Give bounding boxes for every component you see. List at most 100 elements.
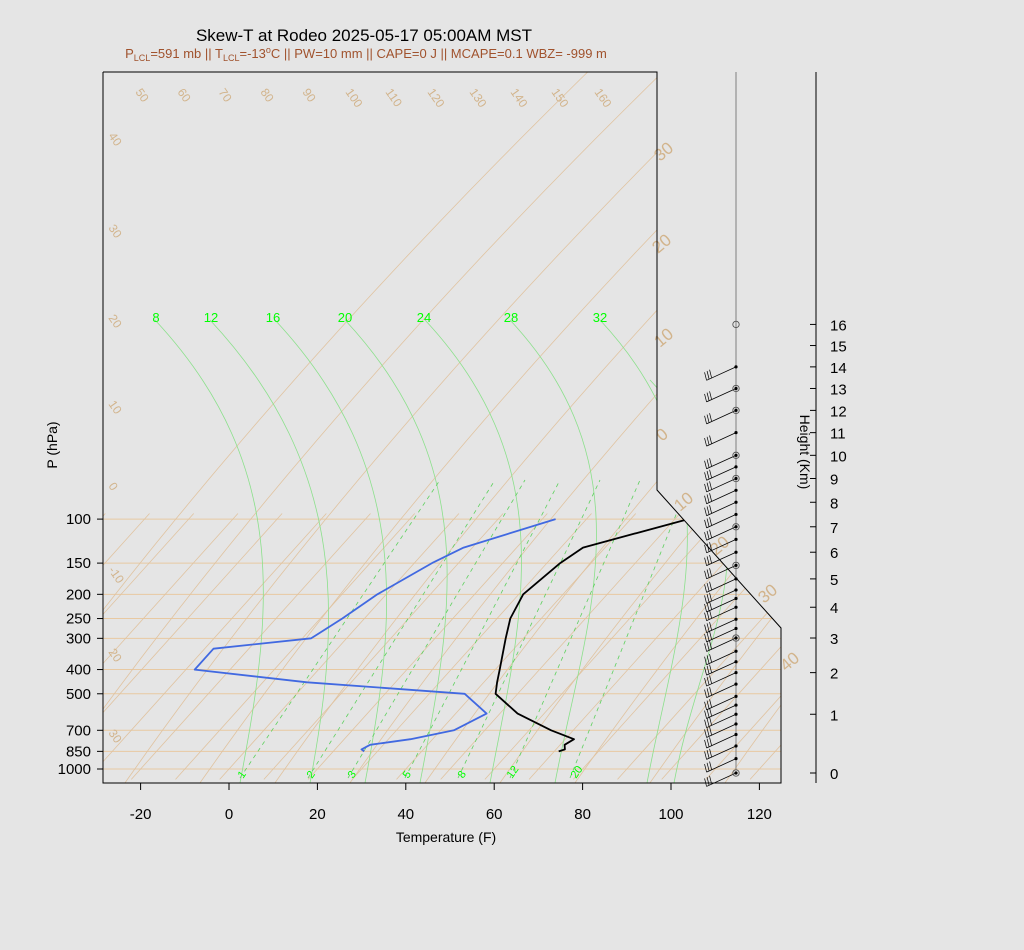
wind-barb-feather	[704, 595, 707, 604]
moist-adiabat-line	[424, 319, 522, 783]
wind-barb-feather	[704, 460, 707, 469]
wind-barb-feather	[709, 654, 712, 663]
wind-calm-circle	[732, 474, 740, 483]
mixing-ratio-label: 12	[204, 310, 218, 325]
mixing-ratio-label: 12	[505, 764, 522, 781]
wind-calm-circle	[732, 320, 740, 329]
sounding-traces	[193, 518, 689, 753]
wind-barb-feather	[709, 505, 712, 514]
dry-adiabat-line	[644, 72, 781, 783]
wind-calm-circle	[732, 561, 740, 570]
mixing-ratio-line	[569, 479, 691, 779]
subtitle-plcl-prefix: P	[125, 46, 134, 61]
p-tick-label: 200	[66, 586, 91, 603]
wind-barb-feather	[704, 656, 707, 665]
moist-adiabat-line	[154, 319, 264, 783]
dry-adiabat-line	[870, 60, 1024, 790]
wind-barb-feather	[706, 762, 710, 771]
mixing-ratio-line	[239, 479, 441, 779]
wind-barb-feather	[704, 532, 707, 541]
wind-barb-feather	[706, 632, 710, 641]
wind-barb-feather	[704, 557, 707, 566]
wind-barb-feather	[704, 393, 707, 403]
wind-barb-feather	[706, 642, 710, 651]
wind-barb-feather	[704, 701, 707, 710]
wind-barb-feather	[709, 748, 712, 757]
wind-barb-feather	[704, 729, 707, 738]
wind-barb-feather	[706, 676, 710, 685]
wind-barb-feather	[706, 750, 710, 759]
wind-barb-feather	[706, 728, 710, 737]
wind-barb-feather	[709, 737, 712, 746]
isotherm-line	[440, 513, 681, 780]
moist-adiabat-line	[209, 319, 329, 783]
wind-barb-feather	[706, 494, 710, 503]
mixing-ratio-label: 32	[593, 310, 607, 325]
wind-barb	[706, 606, 737, 622]
dewpoint-trace	[193, 518, 556, 753]
isotherm-line	[103, 513, 239, 780]
wind-barb-feather	[704, 739, 707, 749]
isotherm-line	[0, 514, 17, 780]
plot-area	[103, 72, 781, 783]
wind-barb	[706, 514, 737, 529]
wind-barb	[706, 410, 737, 425]
wind-barb-feather	[709, 592, 712, 601]
wind-barb-feather	[704, 372, 707, 381]
wind-barb-feather	[706, 688, 710, 697]
x-tick-label: 40	[397, 806, 414, 823]
wind-barb	[706, 432, 737, 447]
wind-barb-feather	[709, 391, 712, 400]
wind-barb-feather	[709, 493, 712, 502]
height-tick-label: 8	[830, 495, 838, 512]
subtitle-tlcl-prefix: T	[215, 46, 223, 61]
mixing-ratio-label: 28	[504, 310, 518, 325]
title-block: Skew-T at Rodeo 2025-05-17 05:00AM MST P…	[125, 26, 607, 63]
wind-barb-feather	[704, 710, 707, 719]
wind-calm-circle	[732, 384, 740, 393]
wind-barb-feather	[706, 777, 710, 786]
isotherm-line	[351, 513, 592, 780]
x-tick-label: 80	[574, 806, 591, 823]
wind-barb-feather	[709, 458, 712, 467]
wind-barb-feather	[706, 370, 710, 380]
isotherm-line	[484, 513, 725, 780]
isotherm-line	[927, 514, 1024, 780]
wind-barb-feather	[706, 470, 710, 480]
wind-barb-feather	[704, 667, 707, 676]
wind-barb	[706, 758, 737, 773]
x-tick-label: 0	[225, 806, 233, 823]
isotherm-line	[794, 514, 1024, 780]
subtitle-degree: o	[266, 45, 271, 55]
isotherm-line	[103, 513, 283, 780]
wind-calm-circle	[732, 406, 740, 415]
subtitle-tlcl-value: =-13	[239, 46, 265, 61]
wind-barb	[706, 478, 737, 493]
wind-barb-feather	[704, 483, 707, 493]
dry-adiabat-line	[119, 72, 751, 783]
wind-barb-feather	[706, 530, 710, 539]
mixing-ratio-label: 2	[305, 769, 318, 781]
isotherm-line	[175, 513, 416, 780]
wind-barb-feather	[704, 633, 707, 642]
moist-adiabat-line	[274, 319, 388, 783]
wind-barb	[706, 745, 737, 760]
wind-barb-feather	[709, 542, 712, 551]
x-tick-label: 100	[658, 806, 683, 823]
wind-barb-feather	[704, 519, 707, 528]
wind-barb-feather	[709, 726, 712, 735]
wind-barb	[706, 650, 737, 666]
chart-subtitle: PLCL=591 mb || TLCL=-13oC || PW=10 mm ||…	[125, 45, 607, 63]
wind-calm-circle	[732, 769, 740, 777]
height-tick-label: 14	[830, 360, 847, 377]
wind-barb-feather	[704, 507, 707, 516]
isotherm-line	[749, 513, 781, 780]
isotherm-line	[263, 513, 504, 780]
wind-calm-circle	[732, 634, 740, 642]
subtitle-plcl-sub: LCL	[134, 53, 151, 63]
mixing-ratio-label: 20	[569, 764, 586, 781]
dry-adiabat-line	[945, 60, 1024, 790]
wind-barb	[706, 683, 737, 698]
